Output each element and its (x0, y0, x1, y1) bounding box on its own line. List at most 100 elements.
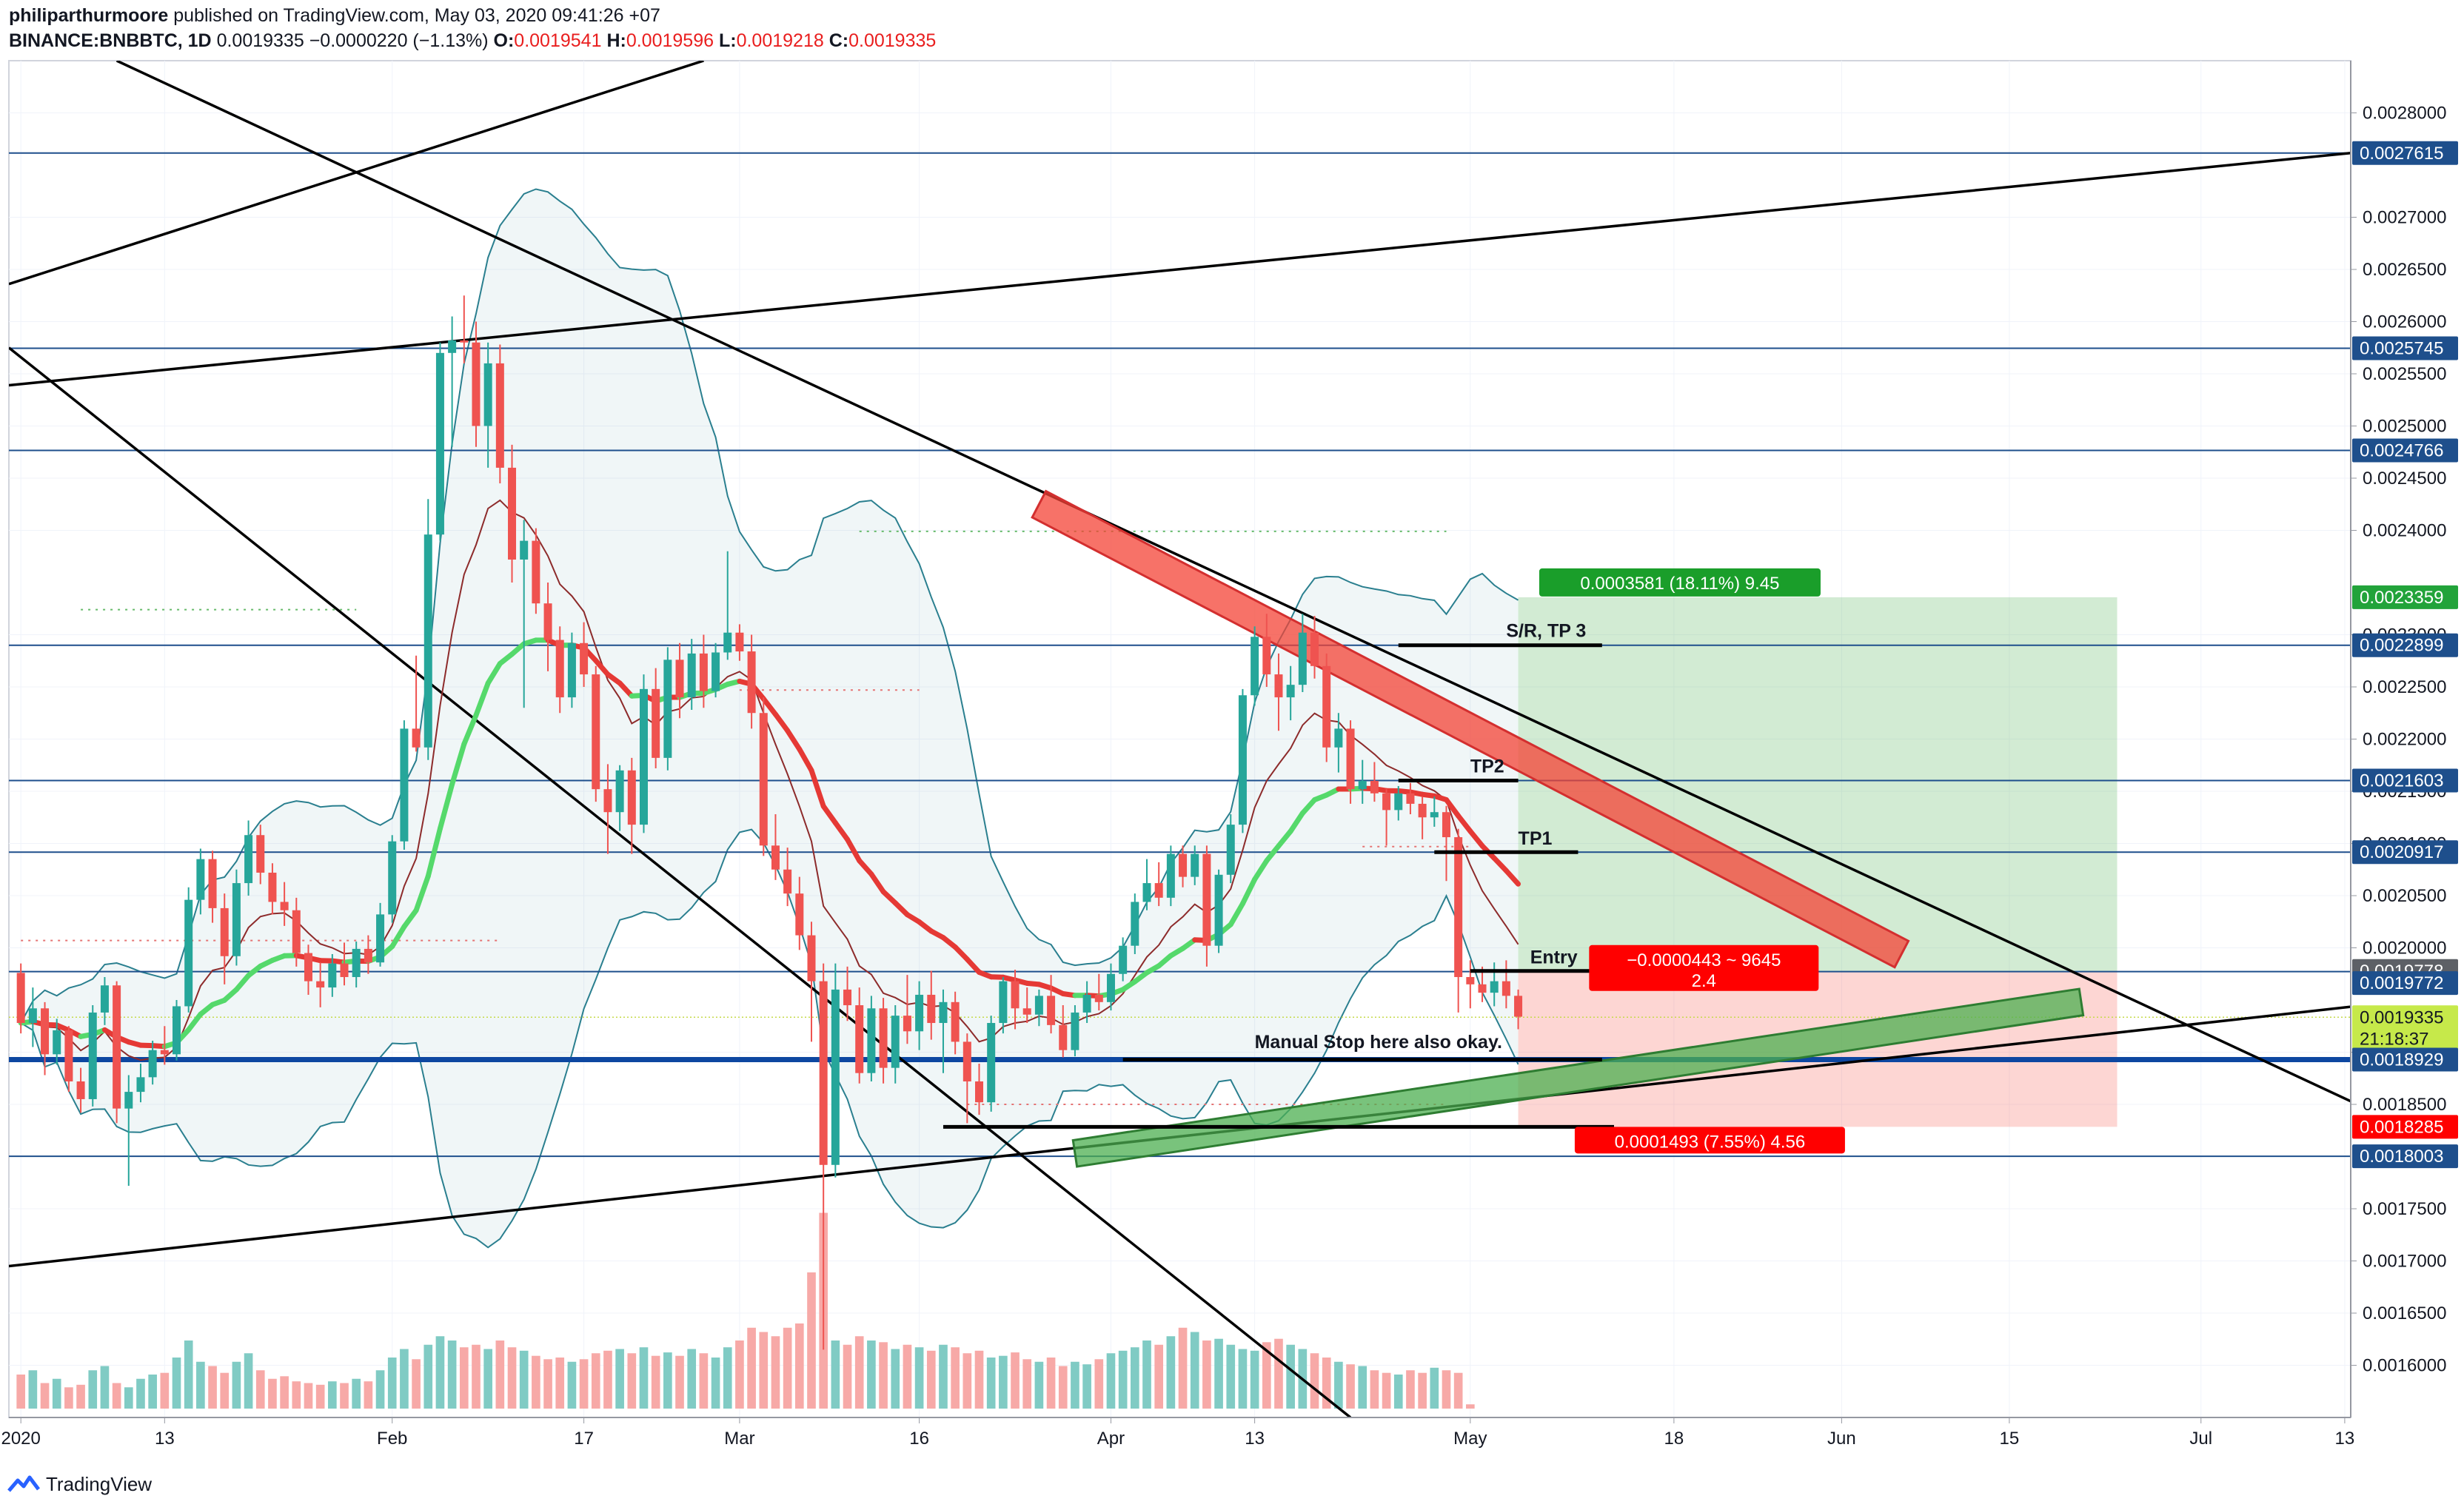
volume-bar (711, 1358, 720, 1409)
candle-body (1358, 780, 1367, 790)
annotation-label: TP2 (1470, 756, 1504, 777)
candle-body (232, 883, 241, 956)
candle-body (783, 869, 792, 894)
candle-body (759, 713, 768, 846)
candle-body (1131, 902, 1139, 946)
stop-label-text: 0.0001493 (7.55%) 4.56 (1615, 1132, 1806, 1152)
candle-body (1059, 1024, 1068, 1050)
volume-bar (255, 1370, 265, 1409)
candle-body (1514, 996, 1523, 1017)
close-value: 0.0019335 (848, 30, 937, 51)
candle-body (1322, 665, 1331, 748)
volume-bar (1118, 1350, 1128, 1409)
high-value: 0.0019596 (626, 30, 714, 51)
x-tick-label: Mar (724, 1429, 754, 1449)
volume-bar (412, 1359, 421, 1409)
candle-body (939, 1001, 948, 1024)
volume-bar (1262, 1342, 1271, 1409)
ema-slow-segment (880, 889, 898, 906)
volume-bar (495, 1340, 505, 1409)
volume-bar (1382, 1372, 1391, 1409)
volume-bar (1274, 1338, 1283, 1409)
candle-body (435, 352, 444, 535)
candle-body (927, 994, 936, 1024)
candle-body (1106, 973, 1115, 1002)
tradingview-brand[interactable]: TradingView (46, 1472, 153, 1495)
volume-bar (1094, 1359, 1104, 1409)
publish-info: published on TradingView.com, May 03, 20… (173, 5, 660, 26)
x-tick-label: 2020 (1, 1429, 40, 1449)
volume-bar (220, 1372, 230, 1409)
volume-bar (16, 1375, 26, 1409)
candle-body (508, 467, 517, 560)
candle-body (364, 948, 372, 963)
candle-body (1478, 984, 1487, 993)
candle-body (1298, 632, 1307, 685)
candle-body (987, 1023, 996, 1103)
candle-body (1418, 803, 1427, 818)
y-tick-label: 0.0017500 (2363, 1199, 2446, 1219)
candle-body (567, 642, 576, 698)
candle-body (735, 632, 744, 652)
footer: TradingView (7, 1466, 152, 1503)
candle-body (1034, 996, 1043, 1015)
volume-bar (519, 1350, 529, 1409)
volume-bar (244, 1353, 253, 1409)
ema-slow-segment (186, 1011, 204, 1033)
ema-slow-segment (1264, 843, 1282, 864)
price-tag-text: 0.0023359 (2360, 588, 2443, 608)
candle-body (472, 342, 481, 426)
open-value: 0.0019541 (514, 30, 602, 51)
volume-bar (867, 1340, 876, 1409)
close-label: C: (828, 30, 849, 51)
candle-body (855, 1005, 864, 1073)
candle-body (1346, 728, 1355, 790)
volume-bar (1166, 1336, 1176, 1409)
volume-bar (1022, 1359, 1032, 1409)
symbol-line: BINANCE:BNBBTC, 1D 0.0019335 −0.0000220 … (9, 28, 936, 53)
volume-bar (184, 1340, 193, 1409)
candle-body (580, 642, 589, 675)
last-price: 0.0019335 (216, 30, 304, 51)
candle-body (639, 688, 648, 825)
price-tag-text: 21:18:37 (2360, 1029, 2428, 1049)
candle-body (1154, 883, 1163, 898)
candle-body (843, 989, 852, 1006)
volume-bar (196, 1361, 205, 1409)
price-tag-text: 0.0018003 (2360, 1147, 2443, 1167)
publisher-name[interactable]: philiparthurmoore (9, 5, 169, 26)
volume-bar (1214, 1338, 1223, 1409)
volume-bar (1430, 1367, 1439, 1409)
y-tick-label: 0.0026000 (2363, 312, 2446, 332)
symbol-label[interactable]: BINANCE:BNBBTC, 1D (9, 30, 212, 51)
volume-bar (986, 1358, 996, 1409)
candle-body (100, 985, 109, 1013)
candle-body (184, 899, 193, 1007)
candle-body (532, 540, 540, 604)
volume-bar (352, 1378, 361, 1409)
volume-bar (1334, 1361, 1343, 1409)
candle-body (1094, 994, 1103, 1002)
candle-body (448, 340, 457, 353)
stop-label-box (1574, 1127, 1845, 1154)
candle-body (208, 859, 217, 908)
volume-bar (843, 1344, 852, 1409)
volume-bar (1011, 1352, 1020, 1409)
volume-bar (794, 1323, 804, 1409)
price-tag-box (2352, 1027, 2458, 1051)
candle-body (1454, 837, 1463, 977)
candle-body (292, 910, 301, 953)
price-tag-box (2352, 971, 2458, 996)
candle-body (663, 660, 672, 758)
volume-bar (400, 1349, 409, 1409)
chart-header: philiparthurmoore published on TradingVi… (9, 3, 936, 55)
candle-body (1430, 812, 1439, 818)
candle-body (136, 1077, 145, 1093)
candle-body (256, 835, 265, 873)
annotations: S/R, TP 3 TP2 TP1 Entry Manual Stop here als… (1255, 568, 1845, 1154)
ema-slow-segment (389, 924, 407, 950)
volume-bar (999, 1355, 1008, 1409)
candle-body (699, 653, 708, 691)
ema-slow-segment (233, 973, 252, 993)
